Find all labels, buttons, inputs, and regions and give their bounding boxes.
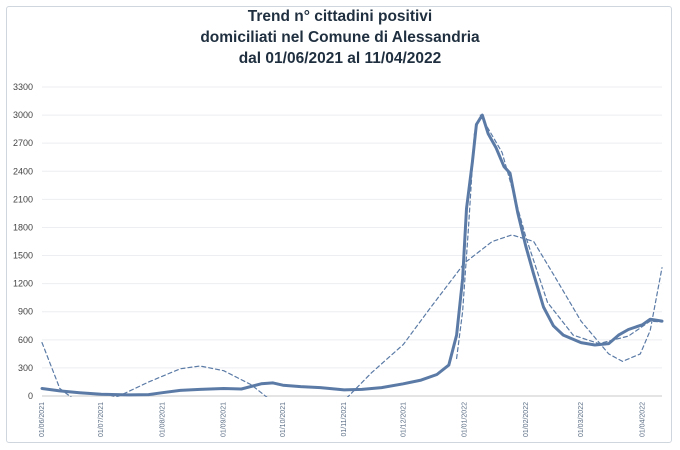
series-group bbox=[40, 113, 664, 397]
series-line-trend-2 bbox=[456, 114, 663, 360]
chart-frame bbox=[6, 6, 672, 443]
x-tick-label: 01/08/2021 bbox=[159, 402, 166, 437]
x-tick-label: 01/04/2022 bbox=[639, 402, 646, 437]
x-tick-label: 01/06/2021 bbox=[39, 402, 46, 437]
y-tick-label: 2400 bbox=[13, 166, 33, 176]
y-tick-label: 1500 bbox=[13, 251, 33, 261]
x-tick-label: 01/01/2022 bbox=[462, 402, 469, 437]
y-tick-label: 2700 bbox=[13, 138, 33, 148]
x-tick-label: 01/03/2022 bbox=[578, 402, 585, 437]
y-tick-label: 600 bbox=[18, 335, 33, 345]
y-tick-label: 3300 bbox=[13, 82, 33, 92]
y-tick-label: 1800 bbox=[13, 222, 33, 232]
series-line-actual bbox=[40, 113, 664, 397]
x-tick-label: 01/07/2021 bbox=[98, 402, 105, 437]
y-tick-label: 3000 bbox=[13, 110, 33, 120]
x-tick-label: 01/09/2021 bbox=[221, 402, 228, 437]
x-axis: 01/06/2021 01/07/2021 01/08/2021 01/09/2021… bbox=[39, 402, 646, 437]
series-line-trend-1 bbox=[41, 234, 663, 397]
x-tick-label: 01/11/2021 bbox=[341, 402, 348, 437]
x-tick-label: 01/10/2021 bbox=[280, 402, 287, 437]
y-tick-label: 300 bbox=[18, 363, 33, 373]
chart-title-line-1: Trend n° cittadini positivi bbox=[247, 8, 433, 25]
y-tick-label: 1200 bbox=[13, 279, 33, 289]
y-tick-label: 900 bbox=[18, 307, 33, 317]
x-tick-label: 01/02/2022 bbox=[523, 402, 530, 437]
chart-title-line-2: domiciliati nel Comune di Alessandria bbox=[200, 29, 480, 46]
gridlines bbox=[42, 86, 662, 397]
y-tick-label: 2100 bbox=[13, 194, 33, 204]
chart-title: Trend n° cittadini positivi domiciliati … bbox=[0, 6, 680, 69]
chart-title-line-3: dal 01/06/2021 al 11/04/2022 bbox=[238, 50, 442, 67]
y-tick-label: 0 bbox=[28, 391, 33, 401]
y-axis: 0 300 600 900 1200 1500 1800 2100 2400 2700 3000 33… bbox=[13, 82, 33, 401]
x-tick-label: 01/12/2021 bbox=[400, 402, 407, 437]
